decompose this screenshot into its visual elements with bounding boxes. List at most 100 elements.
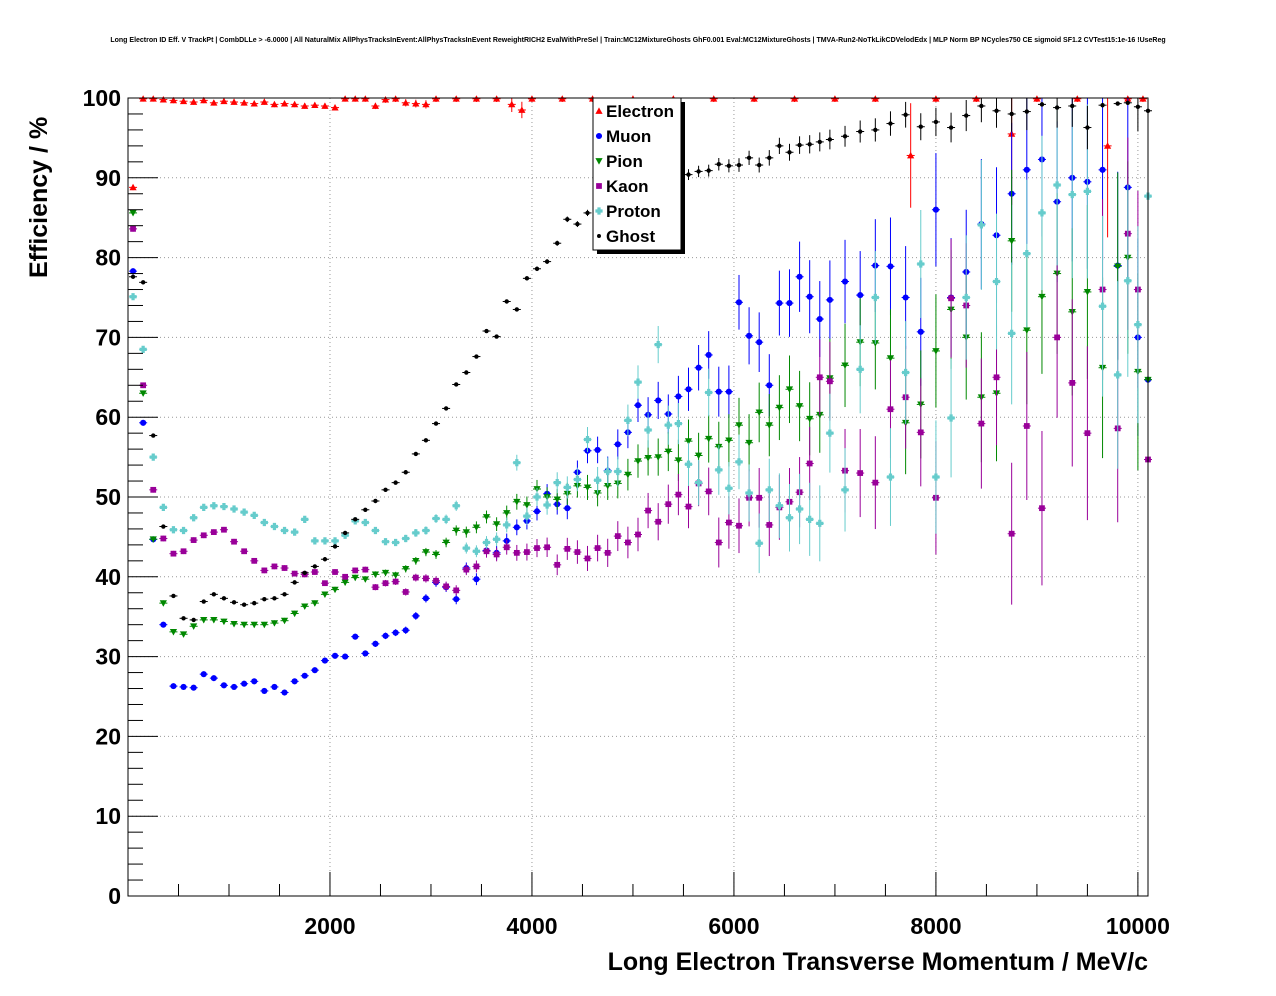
data-point-marker <box>161 524 166 529</box>
data-point-marker <box>887 263 894 270</box>
x-tick-label: 6000 <box>708 913 759 939</box>
data-point <box>432 550 441 559</box>
data-point <box>320 591 329 598</box>
data-point <box>240 680 249 687</box>
data-point <box>432 421 441 426</box>
data-point-marker <box>413 451 419 457</box>
data-point-marker <box>423 575 429 582</box>
data-point-marker <box>371 526 380 535</box>
data-point <box>704 414 713 463</box>
data-point <box>209 675 218 682</box>
data-point <box>472 95 481 102</box>
data-point-marker <box>412 557 420 565</box>
data-point <box>1053 257 1062 418</box>
data-point-marker <box>1039 102 1045 107</box>
data-point-marker <box>262 596 267 602</box>
data-point-marker <box>200 671 207 678</box>
data-point <box>1037 431 1046 586</box>
data-point-marker <box>149 536 157 543</box>
data-point-marker <box>533 493 541 501</box>
data-point <box>260 687 269 694</box>
data-point <box>442 406 451 411</box>
data-point-marker <box>363 507 368 512</box>
data-point <box>724 462 733 515</box>
data-point-marker <box>442 515 450 523</box>
data-point-marker <box>564 505 571 512</box>
legend-entry-muon: Muon <box>595 127 651 146</box>
data-point <box>250 99 259 107</box>
y-tick-label: 20 <box>95 723 121 749</box>
data-point-marker <box>260 621 268 629</box>
data-point <box>260 621 269 629</box>
data-point-marker <box>392 572 400 579</box>
data-point <box>790 95 799 102</box>
data-point-marker <box>777 143 782 149</box>
y-tick-label: 80 <box>95 245 121 271</box>
data-point <box>260 518 269 527</box>
data-point-marker <box>595 158 603 165</box>
data-point <box>613 456 622 487</box>
data-point-marker <box>564 545 571 552</box>
data-point-marker <box>604 549 611 556</box>
data-point <box>179 526 188 535</box>
data-point <box>411 451 420 457</box>
data-point-marker <box>583 484 592 492</box>
data-point <box>290 678 299 685</box>
data-point <box>371 640 380 647</box>
legend-label: Pion <box>606 152 643 171</box>
data-point <box>331 103 340 111</box>
data-point-marker <box>130 225 136 232</box>
data-point <box>149 486 158 493</box>
data-point <box>320 657 329 664</box>
data-point-marker <box>402 627 409 634</box>
data-point-marker <box>432 514 440 523</box>
series-proton <box>129 98 1152 574</box>
data-point <box>674 402 683 445</box>
data-point-marker <box>857 292 864 299</box>
data-point <box>472 573 481 586</box>
data-point <box>320 102 329 109</box>
data-point-marker <box>484 328 489 334</box>
data-point <box>623 404 632 437</box>
data-point-marker <box>841 486 849 494</box>
data-points <box>129 95 1152 696</box>
data-point <box>452 500 461 511</box>
data-point <box>472 560 481 573</box>
data-point <box>507 98 516 113</box>
data-point <box>331 537 340 545</box>
data-point <box>714 444 723 495</box>
data-point-marker <box>321 537 329 545</box>
data-point-marker <box>857 470 864 476</box>
y-tick-label: 50 <box>95 484 121 510</box>
data-point-marker <box>301 102 309 109</box>
data-point-marker <box>595 132 603 140</box>
data-point-marker <box>240 621 248 629</box>
data-point <box>992 98 1001 128</box>
data-point-marker <box>250 511 258 519</box>
data-point-marker <box>371 102 380 109</box>
data-point-marker <box>443 406 449 411</box>
data-point-marker <box>705 351 712 359</box>
data-point <box>159 535 168 542</box>
data-point <box>310 569 319 575</box>
data-point <box>795 473 804 545</box>
data-point-marker <box>372 640 379 647</box>
data-point-marker <box>452 527 460 535</box>
data-point <box>209 617 218 624</box>
legend-label: Kaon <box>606 177 649 196</box>
data-point-marker <box>402 534 410 543</box>
data-point-marker <box>565 217 570 222</box>
legend-entry-proton: Proton <box>595 202 661 221</box>
data-point <box>977 159 986 290</box>
data-point-marker <box>210 99 218 106</box>
data-point <box>644 492 653 529</box>
data-point <box>139 280 148 285</box>
data-point-marker <box>716 162 721 167</box>
data-point-marker <box>917 328 924 335</box>
data-point-marker <box>332 569 338 575</box>
data-point <box>734 158 743 172</box>
data-point <box>654 325 663 364</box>
data-point <box>472 545 481 558</box>
data-point-marker <box>240 508 248 516</box>
data-point-marker <box>281 565 288 571</box>
